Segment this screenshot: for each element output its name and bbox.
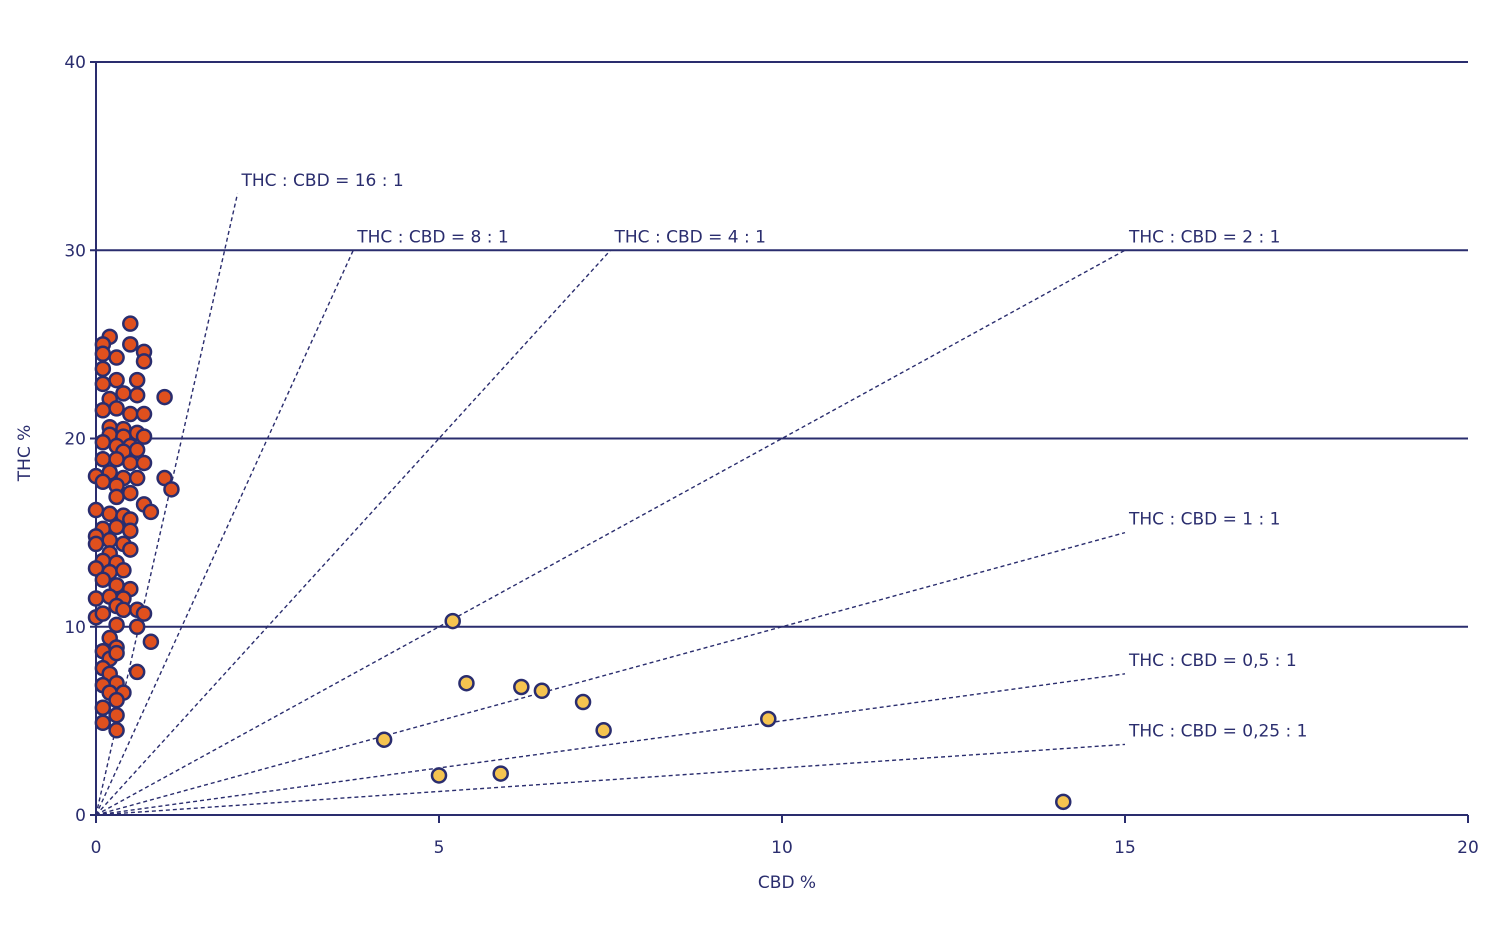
data-point-0 [142,633,160,651]
data-point-0 [108,706,125,724]
data-point-0 [87,590,105,607]
data-point-1 [375,731,393,748]
data-point-0 [94,360,112,378]
y-tick-label: 10 [64,618,86,638]
ratio-line [95,743,1126,816]
gridlines [96,61,1468,628]
data-point-1 [1055,793,1072,811]
data-point-0 [128,469,146,487]
data-point-0 [108,450,125,468]
data-point-0 [122,484,139,502]
data-point-0 [94,699,112,716]
x-axis-label: CBD % [758,873,816,893]
data-point-0 [108,349,125,366]
y-tick-label: 20 [64,430,86,450]
data-point-0 [108,691,125,709]
data-points [87,315,1072,811]
y-tick-label: 0 [75,806,86,826]
data-point-0 [115,601,132,619]
data-point-0 [135,605,153,622]
data-point-0 [87,501,105,519]
data-point-0 [87,535,105,553]
data-point-0 [122,315,139,332]
data-point-0 [128,663,146,681]
data-point-0 [108,518,125,536]
ratio-line [95,531,1126,816]
data-point-0 [94,375,112,393]
data-point-1 [760,710,777,728]
data-point-0 [101,531,118,549]
data-point-0 [128,371,146,389]
y-tick-label: 30 [64,241,86,261]
data-point-1 [513,678,530,696]
data-point-0 [122,405,139,423]
data-point-0 [108,616,125,634]
data-point-1 [430,767,448,784]
data-point-0 [94,605,112,622]
ratio-reference-lines: THC : CBD = 16 : 1 THC : CBD = 8 : 1 THC :… [95,171,1307,816]
x-tick-label: 0 [91,838,102,858]
data-point-0 [135,428,153,445]
x-tick-label: 20 [1457,838,1479,858]
data-point-0 [108,644,125,662]
axes: 0 10 20 30 40 0 5 10 15 20 [64,53,1478,858]
data-point-0 [94,714,112,732]
data-point-0 [128,386,146,404]
data-point-1 [458,674,475,692]
ratio-line-label: THC : CBD = 1 : 1 [1128,510,1280,530]
ratio-line [95,249,612,816]
data-point-0 [94,571,112,588]
ratio-line-label: THC : CBD = 0,25 : 1 [1128,721,1307,741]
x-tick-label: 10 [771,838,793,858]
data-point-0 [94,473,112,491]
data-point-0 [128,618,146,635]
ratio-line-label: THC : CBD = 8 : 1 [356,227,508,247]
ratio-line [95,673,1126,816]
data-point-0 [108,400,125,417]
x-tick-label: 15 [1114,838,1136,858]
data-point-1 [595,722,612,739]
data-point-0 [94,402,112,419]
ratio-line-label: THC : CBD = 2 : 1 [1128,227,1280,247]
data-point-0 [142,503,160,521]
ratio-line-label: THC : CBD = 16 : 1 [240,171,403,191]
data-point-1 [574,693,592,711]
data-point-0 [94,345,112,363]
data-point-0 [101,505,118,523]
data-point-0 [115,385,132,402]
data-point-0 [108,371,125,389]
data-point-0 [135,353,153,370]
data-point-0 [163,481,180,498]
data-point-0 [128,441,146,459]
data-point-0 [108,722,125,739]
ratio-line [95,249,354,816]
ratio-line-label: THC : CBD = 4 : 1 [614,227,766,247]
data-point-1 [444,612,461,630]
data-point-1 [533,682,551,700]
data-point-0 [94,450,112,468]
y-tick-label: 40 [64,53,86,73]
data-point-0 [108,488,125,506]
x-tick-label: 5 [434,838,445,858]
data-point-0 [115,562,132,579]
data-point-0 [122,522,139,539]
data-point-0 [122,336,139,353]
data-point-0 [94,434,112,451]
data-point-0 [135,405,153,423]
y-axis-label: THC % [15,425,35,483]
data-point-0 [122,454,139,472]
data-point-1 [492,765,509,782]
data-point-0 [135,454,153,472]
data-point-0 [156,388,173,406]
ratio-line-label: THC : CBD = 0,5 : 1 [1128,651,1297,671]
data-point-0 [122,541,139,558]
